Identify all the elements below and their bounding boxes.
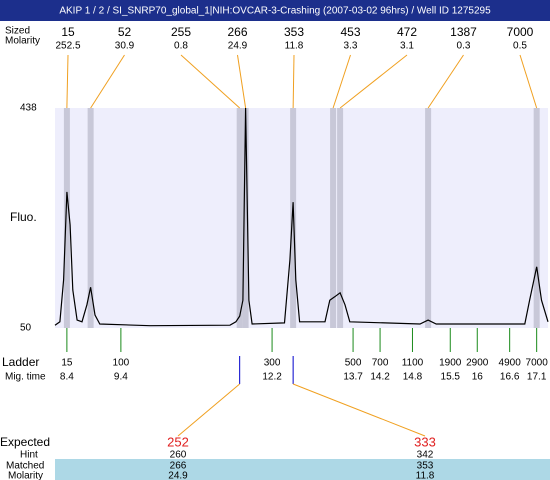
molarity-label: Molarity (8, 471, 43, 480)
peak-connector (427, 54, 464, 109)
ladder-size: 300 (264, 358, 281, 369)
ladder-size: 2900 (466, 358, 489, 369)
y-tick-label: 438 (20, 103, 37, 114)
ladder-size: 7000 (526, 358, 549, 369)
peak-size: 266 (227, 25, 247, 39)
ladder-size: 500 (345, 358, 362, 369)
peak-band (236, 108, 243, 328)
hint-value: 260 (170, 450, 187, 461)
peak-band (337, 108, 344, 328)
expected-value: 252 (167, 434, 189, 449)
peak-molarity: 3.1 (400, 41, 414, 52)
ladder-time: 14.8 (403, 372, 423, 383)
molarity-value: 24.9 (168, 471, 188, 480)
ladder-time: 13.7 (343, 372, 363, 383)
ladder-time: 12.2 (262, 372, 282, 383)
ladder-size: 100 (113, 358, 130, 369)
peak-molarity: 0.5 (513, 41, 527, 52)
molarity-label: Molarity (5, 36, 40, 47)
matched-band (55, 459, 550, 480)
ladder-size: 1900 (439, 358, 462, 369)
peak-size: 255 (171, 25, 191, 39)
ladder-size: 1100 (402, 358, 424, 369)
y-tick-label: 50 (20, 323, 32, 334)
peak-connector (332, 54, 351, 109)
peak-connector (519, 54, 538, 109)
peak-molarity: 0.3 (457, 41, 471, 52)
peak-molarity: 30.9 (115, 41, 135, 52)
peak-connector (339, 54, 408, 109)
peak-band (242, 108, 249, 328)
peak-size: 15 (61, 25, 75, 39)
mig-time-label: Mig. time (5, 372, 46, 383)
peak-molarity: 24.9 (228, 41, 248, 52)
ladder-size: 15 (61, 358, 73, 369)
y-axis-label: Fluo. (10, 210, 37, 224)
hint-label: Hint (20, 450, 38, 461)
peak-molarity: 11.8 (285, 41, 304, 52)
peak-size: 1387 (450, 25, 477, 39)
peak-connector (237, 54, 247, 109)
peak-size: 453 (340, 25, 360, 39)
hint-value: 342 (417, 450, 434, 461)
ladder-time: 14.2 (370, 372, 390, 383)
peak-molarity: 0.8 (174, 41, 188, 52)
ladder-time: 9.4 (114, 372, 128, 383)
expected-value: 333 (414, 434, 436, 449)
title: AKIP 1 / 2 / SI_SNRP70_global_1|NIH:OVCA… (59, 6, 491, 17)
plot-area (55, 108, 548, 328)
ladder-time: 15.5 (441, 372, 461, 383)
peak-size: 52 (118, 25, 132, 39)
trace (54, 107, 549, 327)
matched-value: 353 (417, 461, 434, 472)
peak-band (87, 108, 94, 328)
expected-label: Expected (0, 435, 50, 449)
peak-molarity: 252.5 (55, 41, 80, 52)
peak-band (330, 108, 337, 328)
ladder-time: 8.4 (60, 372, 74, 383)
peak-band (533, 108, 540, 328)
molarity-value: 11.8 (416, 471, 435, 480)
peak-connector (180, 54, 241, 109)
ladder-time: 16 (472, 372, 484, 383)
peak-molarity: 3.3 (344, 41, 358, 52)
ladder-time: 17.1 (527, 372, 547, 383)
title-bar (0, 0, 550, 21)
peak-size: 472 (397, 25, 417, 39)
matched-label: Matched (6, 461, 44, 472)
peak-connector (90, 54, 125, 109)
ladder-time: 16.6 (500, 372, 520, 383)
expected-connector (177, 383, 240, 437)
matched-value: 266 (170, 461, 187, 472)
ladder-label: Ladder (2, 355, 39, 369)
peak-size: 7000 (507, 25, 534, 39)
ladder-size: 4900 (499, 358, 522, 369)
peak-connector (66, 54, 69, 109)
expected-connector (292, 383, 426, 437)
peak-size: 353 (284, 25, 304, 39)
peak-band (425, 108, 432, 328)
peak-band (63, 108, 70, 328)
sized-label: Sized (5, 26, 30, 37)
peak-connector (292, 54, 295, 109)
ladder-size: 700 (372, 358, 389, 369)
